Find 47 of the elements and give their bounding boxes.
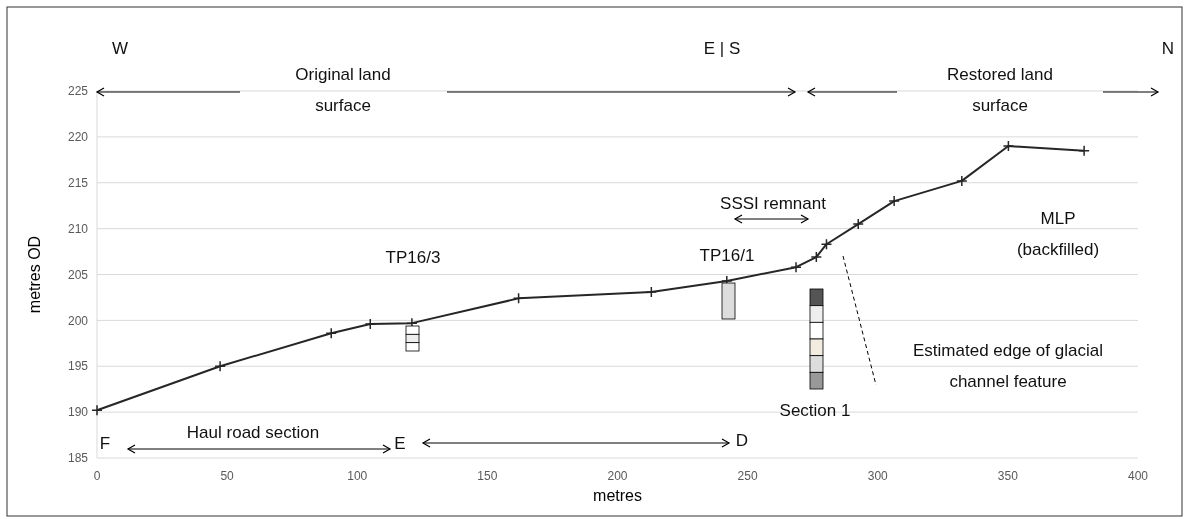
y-tick-label: 200 bbox=[67, 313, 89, 328]
annotation: TP16/3 bbox=[385, 248, 441, 267]
point bbox=[645, 286, 658, 298]
annotation: SSSI remnant bbox=[720, 194, 827, 213]
x-tick-label: 250 bbox=[737, 469, 758, 483]
point bbox=[1078, 144, 1090, 157]
annotation: E bbox=[394, 434, 406, 453]
annotation: Original land surface bbox=[295, 65, 391, 115]
y-tick-label: 190 bbox=[67, 405, 89, 420]
annotation: TP16/1 bbox=[699, 246, 755, 265]
annotation: MLP (backfilled) bbox=[1016, 209, 1100, 259]
point bbox=[852, 218, 864, 230]
point bbox=[1002, 140, 1015, 152]
annotation: Estimated edge of glacial channel feature bbox=[913, 341, 1103, 391]
point bbox=[325, 327, 337, 339]
text: E | S bbox=[703, 39, 741, 58]
point bbox=[820, 238, 833, 250]
y-tick-label: 195 bbox=[67, 359, 89, 374]
annotation: D bbox=[735, 431, 749, 450]
annotation: Haul road section bbox=[186, 423, 320, 442]
y-tick-label: 220 bbox=[67, 130, 89, 145]
text: W bbox=[111, 39, 129, 58]
text: N bbox=[1161, 39, 1175, 58]
point bbox=[790, 261, 802, 273]
x-tick-label: 50 bbox=[220, 469, 235, 483]
point bbox=[810, 251, 823, 263]
annotation: Section 1 bbox=[779, 401, 851, 420]
x-tick-label: 0 bbox=[93, 469, 101, 483]
y-tick-label: 185 bbox=[67, 451, 89, 466]
point bbox=[214, 360, 226, 372]
x-tick-label: 200 bbox=[607, 469, 628, 483]
x-tick-label: 400 bbox=[1127, 469, 1149, 483]
x-tick-label: 150 bbox=[477, 469, 498, 483]
y-tick-label: 215 bbox=[67, 175, 89, 190]
point bbox=[91, 404, 103, 417]
y-tick-label: 225 bbox=[67, 84, 89, 99]
y-axis-title: metres OD bbox=[26, 235, 43, 314]
point bbox=[888, 195, 900, 207]
y-tick-label: 210 bbox=[67, 221, 89, 236]
point bbox=[956, 175, 968, 187]
annotation: Restored land surface bbox=[947, 65, 1053, 115]
x-tick-label: 300 bbox=[867, 469, 889, 483]
y-tick-label: 205 bbox=[67, 267, 89, 282]
x-tick-label: 100 bbox=[347, 469, 368, 483]
x-tick-label: 350 bbox=[997, 469, 1019, 483]
annotation: F bbox=[99, 434, 111, 453]
x-axis-title: metres bbox=[593, 487, 642, 504]
